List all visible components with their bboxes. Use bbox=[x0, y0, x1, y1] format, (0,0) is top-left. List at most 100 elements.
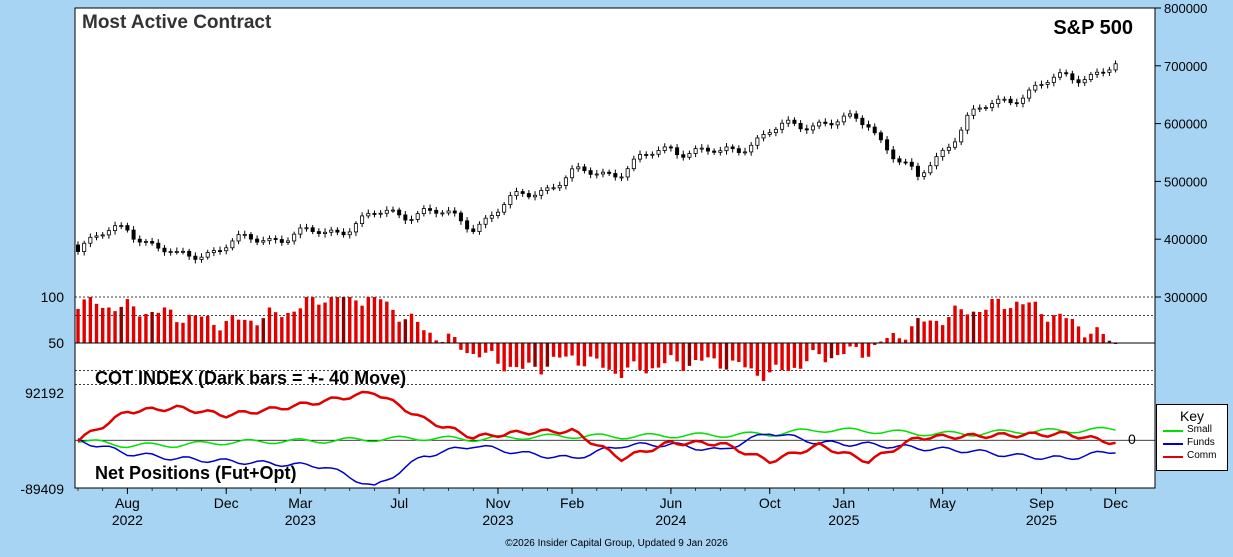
cot-bar bbox=[774, 343, 778, 365]
legend-label-comm: Comm bbox=[1187, 450, 1217, 461]
price-candle-body bbox=[1064, 72, 1069, 75]
price-candle-body bbox=[1101, 71, 1106, 74]
right-axis-label: 500000 bbox=[1164, 174, 1207, 189]
price-candle-body bbox=[687, 153, 692, 158]
cot-bar bbox=[502, 343, 506, 372]
price-candle-body bbox=[88, 236, 93, 244]
x-axis-month-label: Feb bbox=[560, 495, 584, 511]
price-candle-body bbox=[76, 244, 81, 252]
price-candle-body bbox=[323, 231, 328, 234]
price-candle-body bbox=[730, 146, 735, 150]
price-candle-body bbox=[180, 250, 185, 253]
price-candle-body bbox=[113, 225, 118, 232]
cot-bar bbox=[409, 313, 414, 343]
price-candle-body bbox=[990, 103, 995, 108]
price-candle-body bbox=[983, 107, 988, 109]
price-candle-body bbox=[817, 121, 822, 127]
price-candle-body bbox=[773, 128, 778, 134]
price-candle-body bbox=[996, 98, 1001, 105]
cot-bar bbox=[1083, 337, 1087, 343]
cot-bar bbox=[860, 343, 865, 358]
cot-bar bbox=[181, 322, 185, 343]
price-candle-body bbox=[434, 209, 439, 214]
price-candle-body bbox=[810, 125, 815, 131]
cot-bar bbox=[391, 309, 395, 343]
cot-bar bbox=[761, 343, 766, 382]
price-candle-body bbox=[384, 209, 389, 214]
cot-bar bbox=[267, 307, 272, 343]
cot-bar bbox=[465, 343, 469, 354]
cot-bar bbox=[953, 305, 957, 343]
x-axis-year-label: 2024 bbox=[655, 512, 686, 528]
cot-bar bbox=[681, 343, 685, 371]
cot-bar bbox=[490, 343, 494, 351]
price-candle-body bbox=[885, 139, 890, 151]
net-series-small bbox=[77, 426, 1116, 449]
cot-bar bbox=[755, 343, 760, 376]
right-axis: 800000 700000 600000 500000 400000 300000 bbox=[1155, 1, 1207, 305]
price-candle-body bbox=[143, 241, 148, 243]
price-candle-body bbox=[835, 121, 840, 126]
price-candle-body bbox=[551, 187, 556, 190]
x-axis-year-label: 2022 bbox=[112, 512, 143, 528]
price-candle-body bbox=[854, 113, 859, 119]
price-candle-body bbox=[1033, 84, 1038, 91]
cot-bar bbox=[817, 343, 821, 355]
price-candle-body bbox=[390, 209, 395, 212]
cot-tick-50: 50 bbox=[48, 335, 64, 351]
right-axis-label: 600000 bbox=[1164, 117, 1207, 132]
cot-bar bbox=[786, 343, 790, 371]
price-candle-body bbox=[792, 119, 797, 124]
legend-swatch-funds bbox=[1163, 443, 1183, 445]
cot-bar bbox=[1033, 301, 1037, 343]
price-candle-body bbox=[656, 150, 661, 155]
price-candle-body bbox=[1008, 98, 1013, 104]
price-candle-body bbox=[156, 242, 161, 249]
cot-bar bbox=[348, 297, 352, 343]
price-candle-body bbox=[131, 229, 136, 240]
cot-bar bbox=[1052, 315, 1056, 343]
cot-bar bbox=[199, 316, 204, 343]
cot-bar bbox=[1107, 340, 1112, 343]
price-candle-body bbox=[699, 147, 704, 150]
price-candle-body bbox=[576, 166, 581, 170]
cot-bar bbox=[378, 299, 383, 343]
cot-bar bbox=[273, 312, 278, 343]
price-candle-body bbox=[724, 146, 729, 152]
price-candle-body bbox=[162, 247, 167, 253]
price-candle-body bbox=[693, 148, 698, 154]
price-candle-body bbox=[761, 134, 766, 139]
legend-swatch-comm bbox=[1163, 456, 1183, 458]
price-candle-body bbox=[588, 170, 593, 175]
cot-bar bbox=[335, 297, 340, 343]
price-candle-body bbox=[1014, 102, 1019, 105]
legend-item-comm: Comm bbox=[1157, 450, 1227, 463]
cot-bar bbox=[940, 325, 945, 343]
cot-bar bbox=[749, 343, 753, 369]
x-axis-year-label: 2023 bbox=[285, 512, 316, 528]
cot-bar bbox=[601, 343, 605, 368]
price-candle-body bbox=[347, 231, 352, 236]
cot-bar bbox=[471, 343, 475, 354]
price-candle-body bbox=[619, 176, 624, 179]
price-candle-body bbox=[594, 173, 599, 176]
price-candle-body bbox=[545, 187, 550, 191]
price-candle-body bbox=[823, 121, 828, 124]
price-candle-body bbox=[681, 154, 686, 158]
cot-bar bbox=[255, 325, 259, 343]
cot-bar bbox=[971, 311, 976, 343]
cot-bar bbox=[224, 321, 228, 343]
cot-bar bbox=[286, 312, 290, 343]
price-candle-body bbox=[1039, 84, 1044, 86]
cot-bar bbox=[385, 301, 389, 343]
price-candle-body bbox=[1045, 82, 1050, 85]
cot-bar bbox=[366, 297, 370, 343]
cot-bar bbox=[428, 332, 432, 343]
legend-title: Key bbox=[1179, 408, 1205, 424]
cot-bar bbox=[1058, 313, 1062, 343]
cot-bar bbox=[1089, 333, 1093, 343]
price-candle-body bbox=[465, 220, 470, 230]
cot-bar bbox=[1015, 301, 1019, 343]
price-candle-body bbox=[403, 214, 408, 221]
